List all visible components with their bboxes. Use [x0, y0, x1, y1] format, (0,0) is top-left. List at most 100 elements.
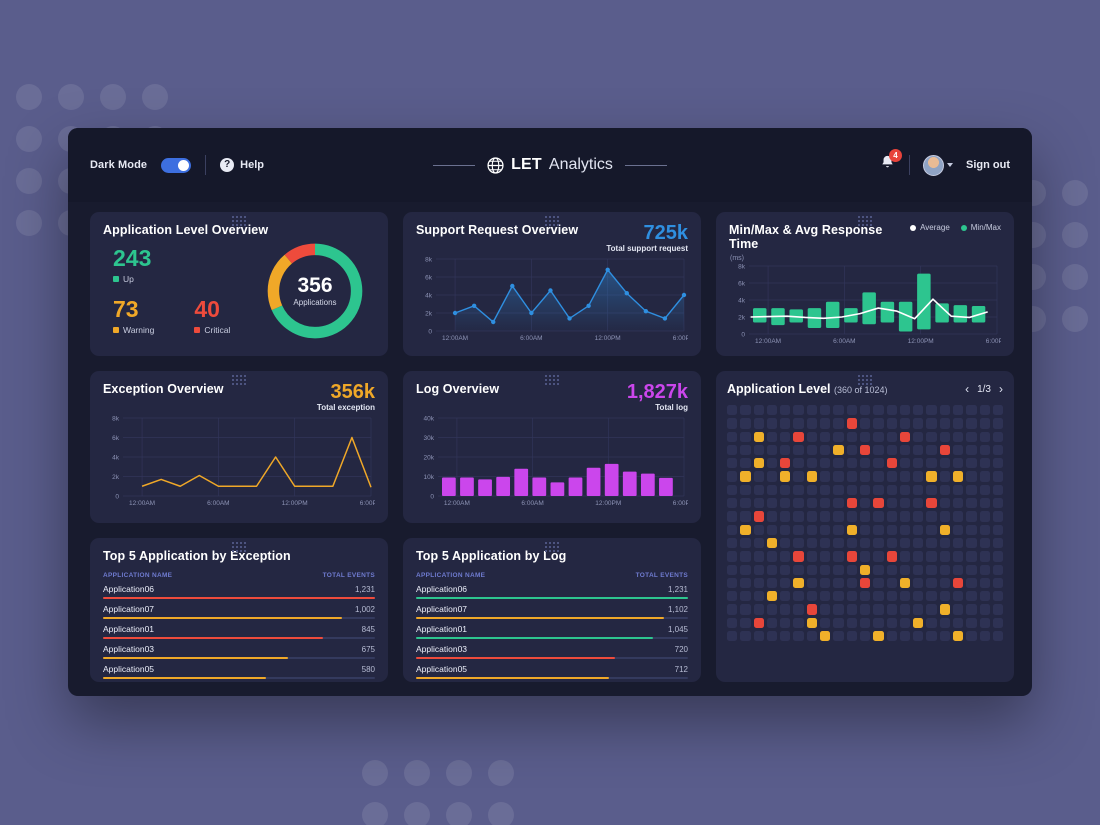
heatmap-cell-idle[interactable] — [992, 431, 1004, 442]
heatmap-cell-idle[interactable] — [833, 484, 844, 496]
heatmap-cell-idle[interactable] — [953, 564, 964, 575]
heatmap-cell-idle[interactable] — [966, 631, 977, 642]
heatmap-cell-idle[interactable] — [992, 405, 1004, 416]
heatmap-cell-idle[interactable] — [859, 551, 871, 562]
app-logo[interactable]: LET Analytics — [487, 156, 613, 174]
heatmap-cell-idle[interactable] — [992, 471, 1004, 482]
heatmap-cell-idle[interactable] — [820, 591, 831, 602]
heatmap-cell-idle[interactable] — [926, 444, 937, 456]
heatmap-cell-idle[interactable] — [766, 471, 778, 482]
table-row[interactable]: Application07 1,002 — [103, 604, 375, 619]
heatmap-cell-idle[interactable] — [806, 431, 818, 442]
heatmap-cell-idle[interactable] — [846, 484, 857, 496]
heatmap-cell-warning[interactable] — [766, 537, 778, 549]
heatmap-cell-idle[interactable] — [966, 577, 977, 589]
table-row[interactable]: Application05 712 — [416, 664, 688, 679]
heatmap-cell-warning[interactable] — [753, 458, 764, 469]
card-drag-handle[interactable] — [232, 542, 246, 552]
heatmap-cell-idle[interactable] — [899, 591, 911, 602]
table-row[interactable]: Application03 675 — [103, 644, 375, 659]
heatmap-cell-idle[interactable] — [766, 511, 778, 522]
heatmap-cell-idle[interactable] — [753, 631, 764, 642]
heatmap-cell-idle[interactable] — [740, 444, 751, 456]
heatmap-cell-idle[interactable] — [992, 418, 1004, 429]
heatmap-cell-idle[interactable] — [939, 431, 951, 442]
heatmap-cell-idle[interactable] — [833, 524, 844, 535]
heatmap-cell-warning[interactable] — [833, 444, 844, 456]
heatmap-cell-idle[interactable] — [899, 444, 911, 456]
heatmap-cell-idle[interactable] — [899, 537, 911, 549]
heatmap-cell-idle[interactable] — [793, 484, 804, 496]
heatmap-cell-idle[interactable] — [953, 511, 964, 522]
heatmap-cell-idle[interactable] — [966, 617, 977, 629]
heatmap-cell-idle[interactable] — [859, 418, 871, 429]
heatmap-cell-idle[interactable] — [780, 444, 791, 456]
heatmap-cell-idle[interactable] — [833, 458, 844, 469]
heatmap-cell-idle[interactable] — [926, 577, 937, 589]
heatmap-cell-idle[interactable] — [780, 577, 791, 589]
heatmap-cell-idle[interactable] — [913, 524, 924, 535]
heatmap-cell-idle[interactable] — [979, 631, 990, 642]
heatmap-cell-idle[interactable] — [899, 405, 911, 416]
heatmap-cell-idle[interactable] — [859, 617, 871, 629]
heatmap-cell-idle[interactable] — [953, 551, 964, 562]
heatmap-cell-idle[interactable] — [859, 537, 871, 549]
heatmap-cell-idle[interactable] — [793, 564, 804, 575]
heatmap-cell-idle[interactable] — [820, 537, 831, 549]
heatmap-cell-idle[interactable] — [926, 524, 937, 535]
heatmap-cell-idle[interactable] — [727, 498, 738, 509]
heatmap-cell-idle[interactable] — [913, 591, 924, 602]
heatmap-cell-idle[interactable] — [793, 471, 804, 482]
heatmap-cell-idle[interactable] — [926, 537, 937, 549]
heatmap-cell-idle[interactable] — [753, 405, 764, 416]
heatmap-cell-idle[interactable] — [793, 405, 804, 416]
heatmap-cell-idle[interactable] — [899, 471, 911, 482]
heatmap-cell-idle[interactable] — [873, 564, 884, 575]
heatmap-cell-idle[interactable] — [979, 577, 990, 589]
heatmap-cell-idle[interactable] — [873, 617, 884, 629]
heatmap-cell-idle[interactable] — [966, 564, 977, 575]
heatmap-cell-idle[interactable] — [873, 591, 884, 602]
heatmap-cell-idle[interactable] — [820, 458, 831, 469]
heatmap-cell-idle[interactable] — [953, 498, 964, 509]
heatmap-cell-idle[interactable] — [939, 564, 951, 575]
heatmap-cell-idle[interactable] — [899, 418, 911, 429]
heatmap-cell-idle[interactable] — [727, 484, 738, 496]
card-drag-handle[interactable] — [545, 542, 559, 552]
heatmap-cell-idle[interactable] — [899, 551, 911, 562]
heatmap-cell-critical[interactable] — [859, 577, 871, 589]
heatmap-cell-idle[interactable] — [740, 591, 751, 602]
heatmap-cell-idle[interactable] — [953, 537, 964, 549]
heatmap-cell-idle[interactable] — [886, 484, 897, 496]
table-row[interactable]: Application01 1,045 — [416, 624, 688, 639]
heatmap-cell-idle[interactable] — [992, 537, 1004, 549]
heatmap-cell-idle[interactable] — [913, 577, 924, 589]
heatmap-cell-critical[interactable] — [846, 551, 857, 562]
heatmap-cell-idle[interactable] — [753, 444, 764, 456]
heatmap-cell-idle[interactable] — [873, 524, 884, 535]
heatmap-cell-idle[interactable] — [979, 471, 990, 482]
heatmap-cell-idle[interactable] — [886, 444, 897, 456]
heatmap-cell-warning[interactable] — [740, 524, 751, 535]
heatmap-cell-idle[interactable] — [793, 591, 804, 602]
heatmap-cell-idle[interactable] — [740, 551, 751, 562]
heatmap-cell-idle[interactable] — [979, 444, 990, 456]
heatmap-cell-idle[interactable] — [846, 444, 857, 456]
heatmap-cell-idle[interactable] — [926, 604, 937, 615]
heatmap-cell-idle[interactable] — [846, 471, 857, 482]
heatmap-cell-idle[interactable] — [953, 444, 964, 456]
heatmap-cell-idle[interactable] — [859, 498, 871, 509]
heatmap-cell-critical[interactable] — [873, 498, 884, 509]
heatmap-cell-idle[interactable] — [727, 577, 738, 589]
heatmap-cell-idle[interactable] — [992, 524, 1004, 535]
heatmap-cell-idle[interactable] — [833, 431, 844, 442]
heatmap-cell-idle[interactable] — [913, 631, 924, 642]
heatmap-cell-idle[interactable] — [859, 484, 871, 496]
heatmap-cell-idle[interactable] — [979, 551, 990, 562]
heatmap-cell-idle[interactable] — [886, 524, 897, 535]
heatmap-cell-idle[interactable] — [899, 631, 911, 642]
heatmap-cell-idle[interactable] — [926, 591, 937, 602]
heatmap-cell-idle[interactable] — [833, 577, 844, 589]
heatmap-cell-idle[interactable] — [727, 617, 738, 629]
heatmap-cell-idle[interactable] — [966, 458, 977, 469]
